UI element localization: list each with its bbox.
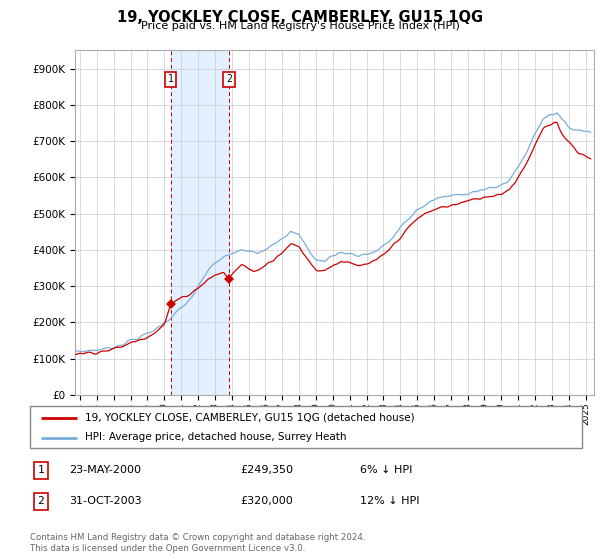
Text: Contains HM Land Registry data © Crown copyright and database right 2024.
This d: Contains HM Land Registry data © Crown c… (30, 533, 365, 553)
Text: 1: 1 (37, 465, 44, 475)
Text: £320,000: £320,000 (240, 496, 293, 506)
Bar (171, 50, 229, 395)
Text: 6% ↓ HPI: 6% ↓ HPI (360, 465, 412, 475)
Text: £249,350: £249,350 (240, 465, 293, 475)
Text: 31-OCT-2003: 31-OCT-2003 (69, 496, 142, 506)
Text: 1: 1 (168, 74, 173, 85)
Text: 2: 2 (37, 496, 44, 506)
Text: 23-MAY-2000: 23-MAY-2000 (69, 465, 141, 475)
Text: 2: 2 (226, 74, 232, 85)
Text: Price paid vs. HM Land Registry's House Price Index (HPI): Price paid vs. HM Land Registry's House … (140, 21, 460, 31)
Text: 19, YOCKLEY CLOSE, CAMBERLEY, GU15 1QG (detached house): 19, YOCKLEY CLOSE, CAMBERLEY, GU15 1QG (… (85, 413, 415, 423)
Text: 12% ↓ HPI: 12% ↓ HPI (360, 496, 419, 506)
Text: 19, YOCKLEY CLOSE, CAMBERLEY, GU15 1QG: 19, YOCKLEY CLOSE, CAMBERLEY, GU15 1QG (117, 10, 483, 25)
Text: HPI: Average price, detached house, Surrey Heath: HPI: Average price, detached house, Surr… (85, 432, 347, 442)
